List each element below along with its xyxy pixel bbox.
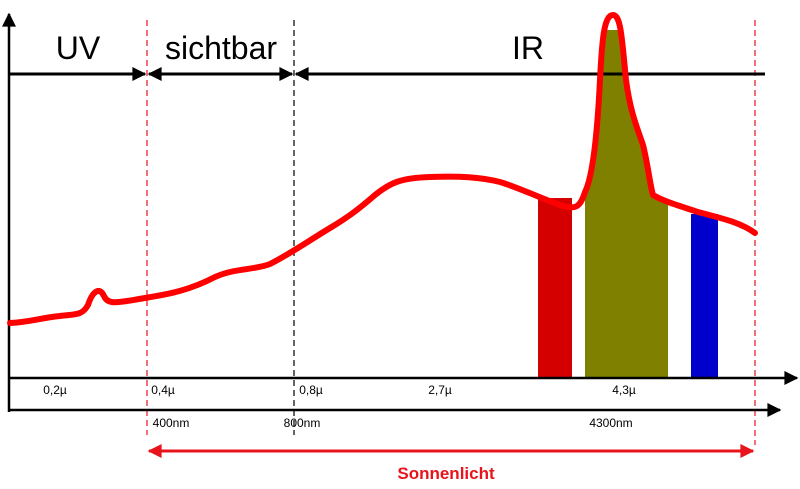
band-blue: [691, 214, 718, 378]
tick-label-0-8: 0,8µ: [299, 383, 323, 397]
tick-label-2-7: 2,7µ: [428, 383, 452, 397]
tick-label-0-2: 0,2µ: [43, 383, 67, 397]
tick-label-400nm: 400nm: [153, 416, 190, 430]
visible-label: sichtbar: [165, 30, 277, 66]
tick-label-0-4: 0,4µ: [151, 383, 175, 397]
ir-label: IR: [512, 30, 544, 66]
tick-label-800nm: 800nm: [284, 416, 321, 430]
uv-label: UV: [56, 30, 101, 66]
sunlight-label: Sonnenlicht: [397, 464, 495, 483]
spectrum-curve: [7, 12, 758, 326]
tick-label-4-3: 4,3µ: [612, 383, 636, 397]
band-red: [538, 198, 572, 378]
tick-label-4300nm: 4300nm: [589, 416, 632, 430]
